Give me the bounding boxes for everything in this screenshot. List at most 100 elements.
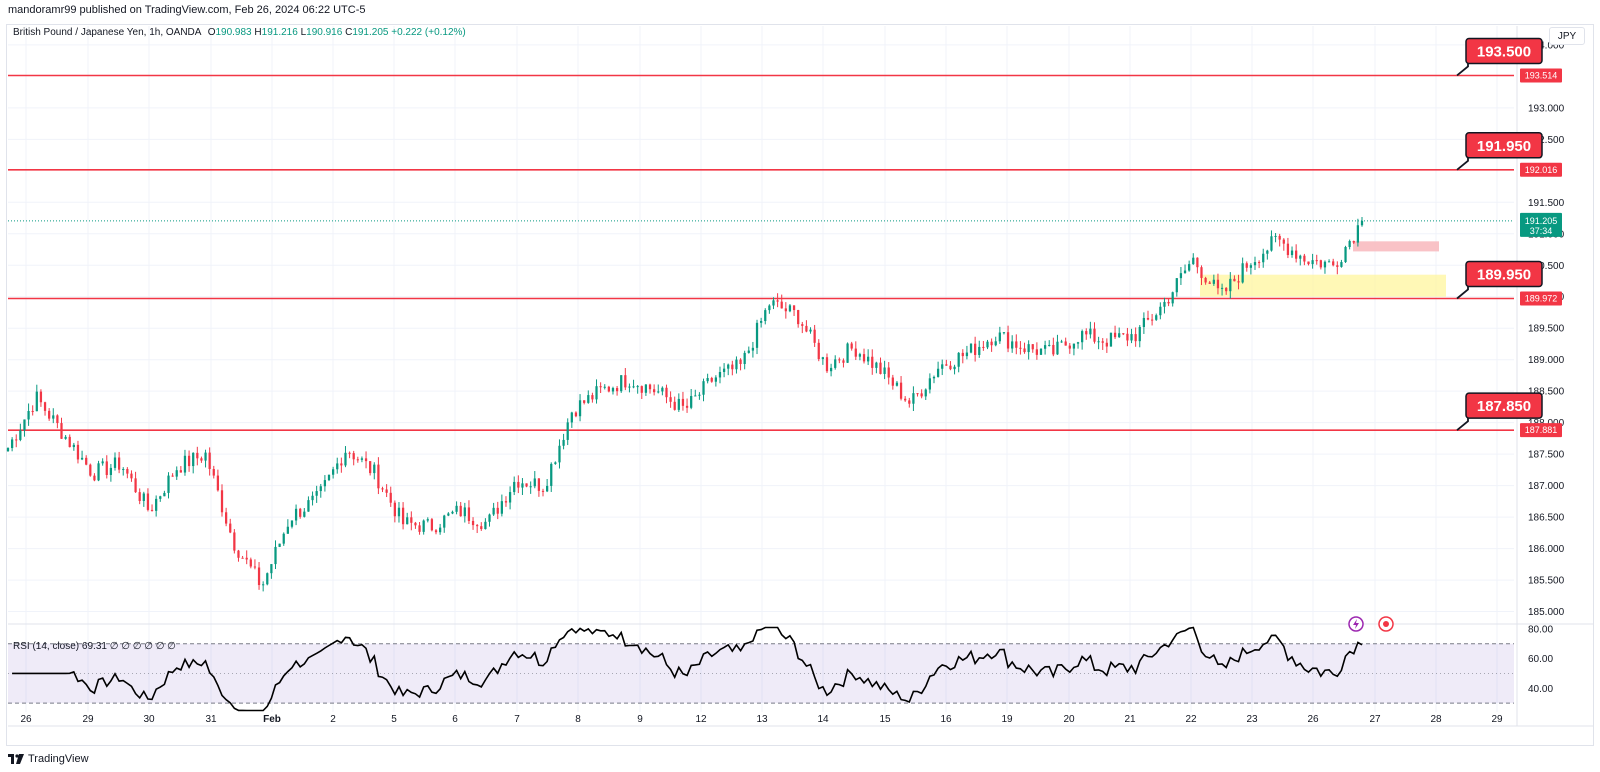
candle [706,373,709,384]
candle [299,507,302,519]
candle-body [797,310,800,325]
candle [772,297,775,310]
candle-body [6,448,10,452]
candle [447,512,450,517]
candle [93,473,96,482]
candle [817,339,820,362]
candle-body [768,305,771,311]
candle-body [426,519,429,521]
candle-body [801,324,804,326]
candle-body [739,359,742,364]
candle [669,391,672,408]
candle [500,494,503,517]
candle [517,475,520,494]
candle-body [554,462,557,464]
callout-box [1465,392,1543,419]
candle-body [270,564,273,574]
candle-body [904,398,907,401]
candle-body [278,543,281,547]
candle-body [1068,345,1071,349]
candle-body [1122,333,1125,335]
candle [385,484,388,498]
candle-body [990,341,993,346]
candle [278,543,281,548]
candle-body [1039,348,1043,355]
candle [1196,257,1199,274]
candle-body [653,389,656,393]
candle [508,486,512,510]
candle [1068,343,1071,354]
candle-body [1175,278,1178,293]
callout-box [1465,260,1543,288]
callout-label: 191.950 [1477,138,1531,155]
candle [364,451,368,469]
candle-body [208,452,211,470]
countdown-tag: 37:34 [1530,226,1553,236]
candle [636,385,639,394]
candle-body [430,519,434,531]
candle [212,465,215,479]
candle-body [369,461,372,474]
candle-body [327,474,331,481]
level-tag-bg [1520,423,1562,438]
candle-body [1072,343,1076,349]
candle-body [1052,344,1055,355]
candle [397,502,401,523]
candle [648,383,652,394]
candle [101,458,104,466]
candle [583,400,586,405]
candle-body [1081,331,1084,343]
candle [1150,313,1154,326]
price-tick-label: 189.500 [1528,324,1565,335]
candle [56,414,59,429]
candle [183,449,187,476]
candle [821,356,824,365]
candle-body [146,493,150,510]
candle [1076,341,1080,349]
candle-body [883,367,886,374]
candle-body [1031,344,1034,350]
candle-body [718,371,722,378]
candle [961,349,964,364]
candle-body [1245,263,1248,268]
candle [97,460,100,482]
candle [986,339,989,350]
candle [887,362,890,385]
candle [1282,238,1285,251]
candle-body [401,507,405,525]
candle-body [829,367,833,372]
candle [303,508,306,518]
candle-body [924,389,927,397]
candle [632,379,635,389]
candle-body [574,412,578,417]
currency-button[interactable]: JPY [1549,27,1585,45]
candle [1266,249,1269,260]
candle-body [517,481,520,488]
candle-body [15,439,18,441]
candle [912,386,915,412]
candle [159,495,162,502]
candle [714,375,717,387]
candle-body [1171,292,1174,304]
candle-body [1282,239,1285,244]
tradingview-brand[interactable]: TradingView [8,753,89,765]
candle [80,450,84,461]
candle-body [253,566,257,568]
candle [949,361,952,371]
candle-body [690,396,693,408]
candle [521,478,524,495]
candle-body [471,520,475,526]
candle [1332,258,1335,267]
candle [150,504,154,512]
candle [1163,297,1166,314]
candle-body [286,526,289,534]
candle [994,336,997,347]
candle [331,466,335,479]
supply-zone [1353,241,1439,252]
candle-body [196,452,199,459]
candle-body [406,517,409,525]
candle [747,346,750,354]
candle-body [179,470,182,473]
candle [175,466,178,480]
